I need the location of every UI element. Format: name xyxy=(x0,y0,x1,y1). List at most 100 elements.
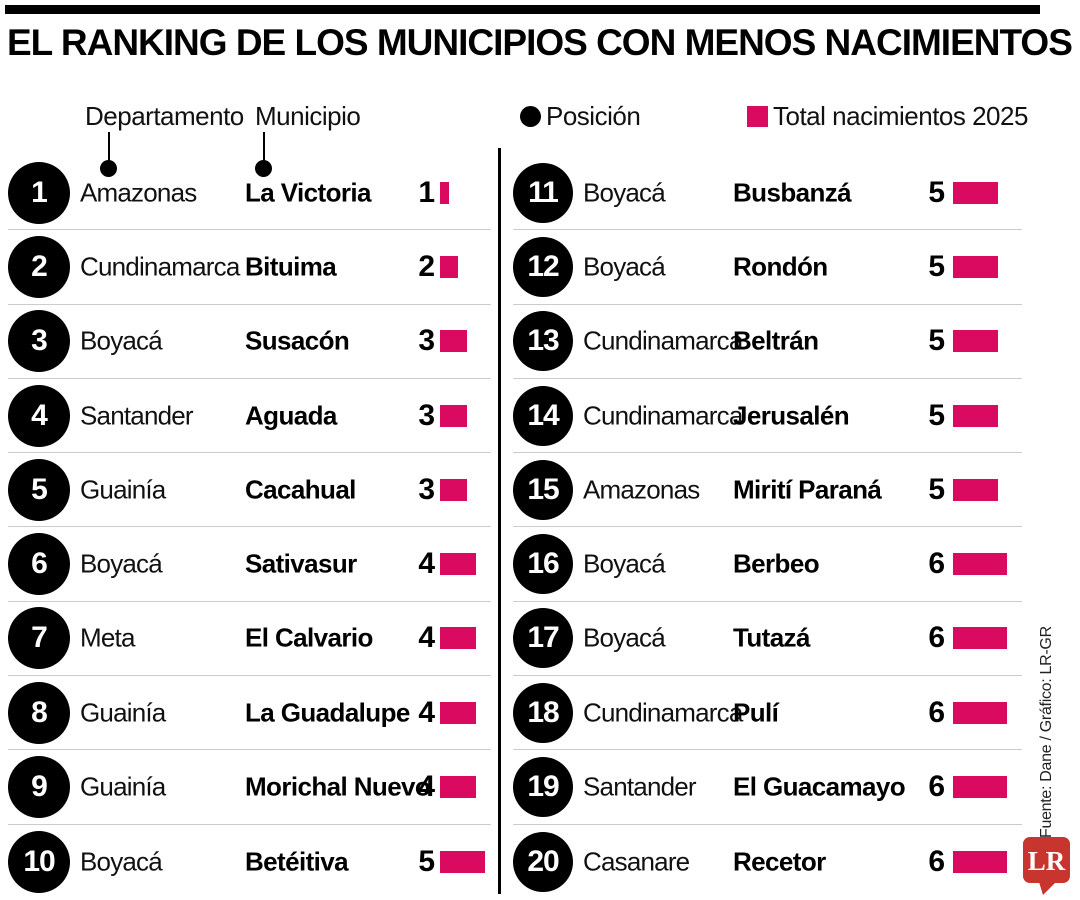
table-row: 8 Guainía La Guadalupe 4 xyxy=(8,676,491,751)
position-number: 17 xyxy=(527,621,559,655)
position-badge: 13 xyxy=(513,311,573,372)
position-badge: 18 xyxy=(513,682,573,743)
position-number: 4 xyxy=(31,398,48,432)
department-name: Cundinamarca xyxy=(583,325,743,356)
departamento-pointer-line xyxy=(108,132,110,164)
births-bar xyxy=(440,553,476,576)
department-name: Boyacá xyxy=(80,325,163,356)
births-bar xyxy=(440,850,485,873)
position-number: 5 xyxy=(31,472,48,506)
position-number: 16 xyxy=(527,547,559,581)
table-row: 10 Boyacá Betéitiva 5 xyxy=(8,825,491,899)
births-value: 1 xyxy=(418,175,435,209)
position-badge: 5 xyxy=(8,458,70,521)
births-bar xyxy=(440,701,476,724)
department-name: Cundinamarca xyxy=(80,251,240,282)
table-row: 7 Meta El Calvario 4 xyxy=(8,602,491,677)
municipality-name: La Guadalupe xyxy=(245,697,410,728)
table-row: 2 Cundinamarca Bituima 2 xyxy=(8,230,491,305)
municipality-name: Betéitiva xyxy=(245,846,349,877)
table-row: 6 Boyacá Sativasur 4 xyxy=(8,527,491,602)
position-number: 15 xyxy=(527,472,559,506)
table-row: 15 Amazonas Mirití Paraná 5 xyxy=(513,453,1022,528)
column-divider xyxy=(498,148,501,894)
position-badge: 1 xyxy=(8,161,70,224)
position-circle-icon xyxy=(520,106,541,127)
department-name: Guainía xyxy=(80,771,166,802)
births-bar xyxy=(953,701,1007,724)
legend-municipio-label: Municipio xyxy=(255,101,361,131)
municipality-name: Berbeo xyxy=(733,548,820,579)
position-badge: 8 xyxy=(8,681,70,744)
births-value: 5 xyxy=(928,398,945,432)
births-bar xyxy=(440,330,467,353)
ranking-rows-right: 11 Boyacá Busbanzá 5 12 Boyacá Rondón 5 … xyxy=(513,156,1022,899)
births-bar xyxy=(953,478,998,501)
department-name: Santander xyxy=(583,771,697,802)
municipality-name: Morichal Nuevo xyxy=(245,771,431,802)
position-badge: 3 xyxy=(8,310,70,373)
table-row: 13 Cundinamarca Beltrán 5 xyxy=(513,305,1022,379)
position-badge: 20 xyxy=(513,831,573,892)
municipality-name: Beltrán xyxy=(733,325,819,356)
births-bar xyxy=(440,404,467,427)
municipality-name: Pulí xyxy=(733,697,779,728)
municipality-name: Mirití Paraná xyxy=(733,474,882,505)
births-value: 4 xyxy=(418,770,435,804)
table-row: 18 Cundinamarca Pulí 6 xyxy=(513,676,1022,751)
births-value: 2 xyxy=(418,249,435,283)
position-badge: 6 xyxy=(8,533,70,596)
position-badge: 9 xyxy=(8,756,70,819)
municipio-pointer-dot-icon xyxy=(255,160,272,177)
births-bar xyxy=(953,850,1007,873)
position-badge: 15 xyxy=(513,459,573,520)
department-name: Amazonas xyxy=(80,177,197,208)
lr-logo-text: LR xyxy=(1028,846,1066,876)
births-value: 5 xyxy=(418,844,435,878)
births-bar xyxy=(440,478,467,501)
ranking-rows-left: 1 Amazonas La Victoria 1 2 Cundinamarca … xyxy=(8,156,491,899)
births-value: 3 xyxy=(418,324,435,358)
municipality-name: Tutazá xyxy=(733,622,810,653)
legend-posicion-label: Posición xyxy=(546,101,641,131)
births-bar xyxy=(953,181,998,204)
position-number: 11 xyxy=(528,175,559,209)
position-badge: 10 xyxy=(8,830,70,893)
department-name: Casanare xyxy=(583,846,690,877)
municipality-name: Susacón xyxy=(245,325,350,356)
births-square-icon xyxy=(747,106,768,127)
top-rule-bar xyxy=(5,5,1040,14)
table-row: 16 Boyacá Berbeo 6 xyxy=(513,527,1022,602)
births-value: 5 xyxy=(928,472,945,506)
municipality-name: Bituima xyxy=(245,251,337,282)
births-bar xyxy=(953,553,1007,576)
births-value: 4 xyxy=(418,547,435,581)
table-row: 19 Santander El Guacamayo 6 xyxy=(513,750,1022,825)
births-value: 4 xyxy=(418,695,435,729)
department-name: Boyacá xyxy=(583,251,666,282)
municipality-name: Rondón xyxy=(733,251,828,282)
births-value: 6 xyxy=(928,770,945,804)
department-name: Cundinamarca xyxy=(583,400,743,431)
births-bar xyxy=(440,776,476,799)
municipality-name: El Calvario xyxy=(245,622,373,653)
births-value: 5 xyxy=(928,175,945,209)
births-bar xyxy=(953,330,998,353)
table-row: 12 Boyacá Rondón 5 xyxy=(513,230,1022,305)
table-row: 20 Casanare Recetor 6 xyxy=(513,825,1022,899)
position-number: 7 xyxy=(31,621,48,655)
position-number: 1 xyxy=(31,175,48,209)
position-number: 14 xyxy=(527,398,559,432)
position-badge: 7 xyxy=(8,607,70,670)
department-name: Amazonas xyxy=(583,474,700,505)
position-number: 19 xyxy=(527,770,559,804)
births-value: 6 xyxy=(928,547,945,581)
position-number: 10 xyxy=(23,844,55,878)
municipality-name: Jerusalén xyxy=(733,400,850,431)
table-row: 11 Boyacá Busbanzá 5 xyxy=(513,156,1022,231)
department-name: Santander xyxy=(80,400,194,431)
department-name: Boyacá xyxy=(80,846,163,877)
births-value: 6 xyxy=(928,621,945,655)
department-name: Boyacá xyxy=(80,548,163,579)
births-bar xyxy=(440,627,476,650)
